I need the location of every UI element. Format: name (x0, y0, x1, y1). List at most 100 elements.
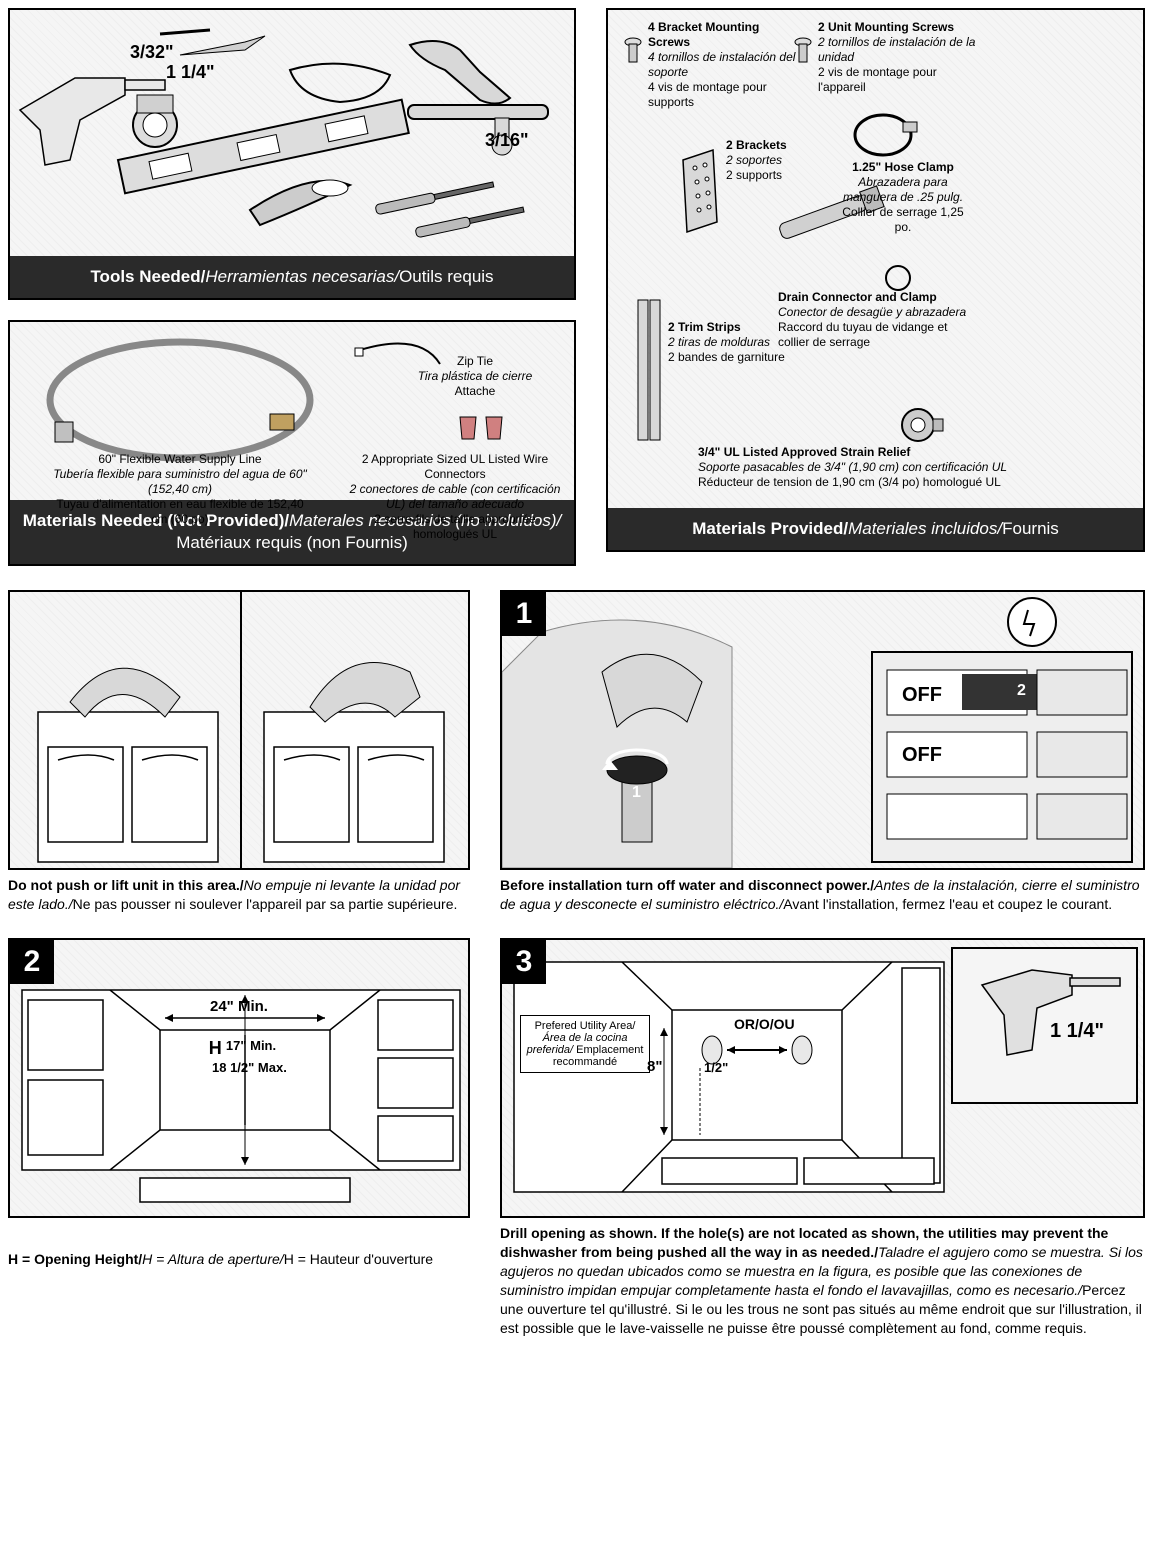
step2-col: 2 (8, 938, 470, 1337)
matprov-es: Materiales incluidos/ (848, 519, 1002, 538)
screws-unit-label: 2 Unit Mounting Screws 2 tornillos de in… (818, 20, 978, 95)
warning-col: Do not push or lift unit in this area./ N… (8, 590, 470, 914)
brackets-en: 2 Brackets (726, 138, 787, 152)
screws-bracket-es: 4 tornillos de instalación del soporte (648, 50, 798, 80)
step1-knob1: 1 (632, 784, 641, 802)
hose-clamp-es: Abrazadera para manguera de .25 pulg. (833, 175, 973, 205)
step2-cap-fr: H = Hauteur d'ouverture (284, 1251, 433, 1267)
step2-panel: 2 (8, 938, 470, 1218)
materials-provided-panel: 4 Bracket Mounting Screws 4 tornillos de… (606, 8, 1145, 552)
drain-conn-label: Drain Connector and Clamp Conector de de… (778, 290, 978, 350)
drain-conn-en: Drain Connector and Clamp (778, 290, 937, 304)
step3-drill-size: 1 1/4" (1050, 1020, 1104, 1043)
wire-conn-fr: 2 serre-fils de taille appropriée homolo… (340, 512, 570, 542)
screws-unit-fr: 2 vis de montage pour l'appareil (818, 65, 937, 94)
matprov-en: Materials Provided/ (692, 519, 848, 538)
tools-annot-2: 1 1/4" (166, 62, 215, 83)
step3-pref-box: Prefered Utility Area/ Área de la cocina… (520, 1015, 650, 1073)
step1-en: Before installation turn off water and d… (500, 877, 874, 893)
warning-panel (8, 590, 470, 870)
step2-cap-en: H = Opening Height/ (8, 1251, 142, 1267)
col-left-top: 3/32" 1 1/4" 3/16" Tools Needed/Herramie… (8, 8, 576, 566)
warning-fr: Ne pas pousser ni soulever l'appareil pa… (73, 896, 458, 912)
zip-tie-en: Zip Tie (405, 354, 545, 369)
trim-strips-fr: 2 bandes de garniture (668, 350, 785, 364)
tools-illustration: 3/32" 1 1/4" 3/16" (10, 10, 574, 256)
wire-conn-label: 2 Appropriate Sized UL Listed Wire Conne… (340, 452, 570, 542)
materials-provided-illustration: 4 Bracket Mounting Screws 4 tornillos de… (608, 10, 1143, 508)
tools-label-es: Herramientas necesarias/ (205, 267, 399, 286)
step2-dim-h: H 17" Min. 18 1/2" Max. (198, 1038, 287, 1076)
hose-clamp-en: 1.25" Hose Clamp (852, 160, 954, 174)
tools-label-fr: Outils requis (399, 267, 493, 286)
warning-text: Do not push or lift unit in this area./ N… (8, 876, 470, 914)
zip-tie-label: Zip Tie Tira plástica de cierre Attache (405, 354, 545, 399)
strain-relief-fr: Réducteur de tension de 1,90 cm (3/4 po)… (698, 475, 1001, 489)
step1-off1: OFF (902, 684, 942, 707)
brackets-es: 2 soportes (726, 153, 826, 168)
brackets-label: 2 Brackets 2 soportes 2 supports (726, 138, 826, 183)
step3-pref-en: Prefered Utility Area/ (535, 1020, 636, 1032)
step3-badge: 3 (502, 940, 546, 984)
step1-knob2: 2 (1017, 682, 1026, 700)
step2-h-l1: 17" Min. (226, 1038, 276, 1053)
col-right-top: 4 Bracket Mounting Screws 4 tornillos de… (606, 8, 1145, 566)
step1-text: Before installation turn off water and d… (500, 876, 1145, 914)
trim-strips-label: 2 Trim Strips 2 tiras de molduras 2 band… (668, 320, 788, 365)
materials-provided-caption: Materials Provided/Materiales incluidos/… (608, 508, 1143, 550)
screws-bracket-fr: 4 vis de montage pour supports (648, 80, 767, 109)
screws-bracket-en: 4 Bracket Mounting Screws (648, 20, 759, 49)
tools-annot-3: 3/16" (485, 130, 529, 151)
strain-relief-es: Soporte pasacables de 3/4" (1,90 cm) con… (698, 460, 1018, 475)
screws-bracket-label: 4 Bracket Mounting Screws 4 tornillos de… (648, 20, 798, 110)
step3-text: Drill opening as shown. If the hole(s) a… (500, 1224, 1145, 1337)
step3-col: 3 (500, 938, 1145, 1337)
strain-relief-label: 3/4" UL Listed Approved Strain Relief So… (698, 445, 1018, 490)
brackets-fr: 2 supports (726, 168, 782, 182)
row-bottom: 2 (8, 938, 1145, 1337)
step1-panel: 1 (500, 590, 1145, 870)
strain-relief-en: 3/4" UL Listed Approved Strain Relief (698, 445, 910, 459)
hose-clamp-label: 1.25" Hose Clamp Abrazadera para manguer… (833, 160, 973, 235)
drain-conn-fr: Raccord du tuyau de vidange et collier d… (778, 320, 947, 349)
drain-conn-es: Conector de desagüe y abrazadera (778, 305, 978, 320)
step2-badge: 2 (10, 940, 54, 984)
wire-conn-en: 2 Appropriate Sized UL Listed Wire Conne… (340, 452, 570, 482)
screws-unit-en: 2 Unit Mounting Screws (818, 20, 954, 34)
matprov-fr: Fournis (1002, 519, 1059, 538)
step1-badge: 1 (502, 592, 546, 636)
tools-label-en: Tools Needed/ (90, 267, 205, 286)
hose-clamp-fr: Collier de serrage 1,25 po. (842, 205, 963, 234)
zip-tie-es: Tira plástica de cierre (405, 369, 545, 384)
step2-cap-es: H = Altura de aperture/ (142, 1251, 284, 1267)
step2-text: H = Opening Height/H = Altura de apertur… (8, 1250, 470, 1269)
materials-needed-illustration: 60" Flexible Water Supply Line Tubería f… (10, 322, 574, 500)
supply-line-fr: Tuyau d'alimentation en eau flexible de … (50, 497, 310, 527)
warning-en: Do not push or lift unit in this area./ (8, 877, 244, 893)
tools-caption: Tools Needed/Herramientas necesarias/Out… (10, 256, 574, 298)
supply-line-label: 60" Flexible Water Supply Line Tubería f… (50, 452, 310, 527)
step2-dim-w: 24" Min. (210, 998, 268, 1015)
tools-annot-1: 3/32" (130, 42, 174, 63)
trim-strips-es: 2 tiras de molduras (668, 335, 788, 350)
screws-unit-es: 2 tornillos de instalación de la unidad (818, 35, 978, 65)
step1-fr: Avant l'installation, fermez l'eau et co… (783, 896, 1112, 912)
supply-line-en: 60" Flexible Water Supply Line (50, 452, 310, 467)
zip-tie-fr: Attache (405, 384, 545, 399)
step3-or: OR/O/OU (734, 1016, 795, 1032)
materials-needed-panel: 60" Flexible Water Supply Line Tubería f… (8, 320, 576, 566)
trim-strips-en: 2 Trim Strips (668, 320, 741, 334)
step3-dim-half: 1/2" (704, 1060, 728, 1075)
row-middle: Do not push or lift unit in this area./ N… (8, 590, 1145, 914)
supply-line-es: Tubería flexible para suministro del agu… (50, 467, 310, 497)
step1-off2: OFF (902, 744, 942, 767)
step3-panel: 3 (500, 938, 1145, 1218)
wire-conn-es: 2 conectores de cable (con certificación… (340, 482, 570, 512)
row-top: 3/32" 1 1/4" 3/16" Tools Needed/Herramie… (8, 8, 1145, 566)
step3-dim-8: 8" (647, 1058, 662, 1075)
step2-h-l2: 18 1/2" Max. (212, 1060, 287, 1075)
step3-or-label: OR/O/OU (734, 1016, 795, 1032)
step2-h-pre: H (209, 1038, 222, 1058)
step1-col: 1 (500, 590, 1145, 914)
tools-panel: 3/32" 1 1/4" 3/16" Tools Needed/Herramie… (8, 8, 576, 300)
